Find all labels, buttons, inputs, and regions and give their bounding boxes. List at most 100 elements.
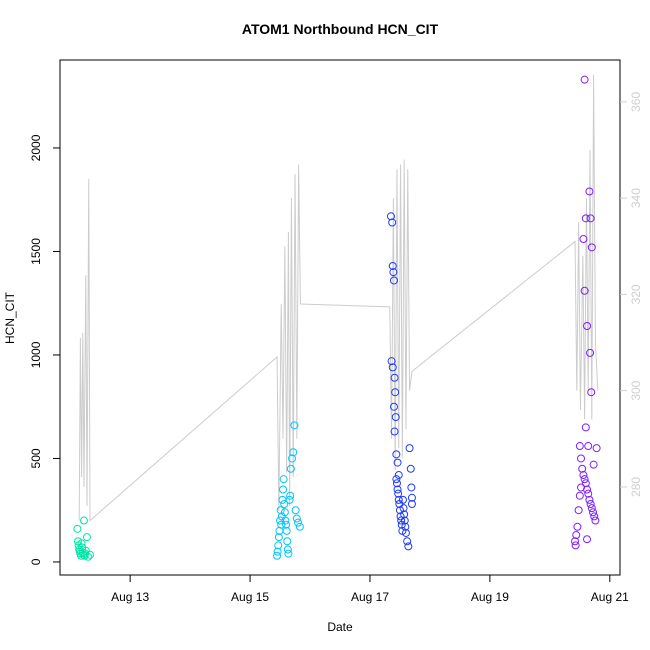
point (589, 460, 598, 469)
point (389, 276, 398, 285)
y-tick-label: 1000 (29, 341, 43, 368)
point (286, 464, 295, 473)
point (587, 243, 596, 252)
y2-tick-label: 340 (629, 188, 643, 208)
point (580, 286, 589, 295)
chart-title: ATOM1 Northbound HCN_CIT (242, 21, 439, 37)
point (393, 458, 402, 467)
point (586, 348, 595, 357)
point (286, 491, 295, 500)
y-tick-label: 0 (29, 558, 43, 565)
point (394, 471, 403, 480)
point (574, 506, 583, 515)
point (277, 520, 286, 529)
point (391, 388, 400, 397)
x-axis-label: Date (327, 620, 353, 634)
point (278, 495, 287, 504)
point (282, 526, 291, 535)
point (575, 491, 584, 500)
point (575, 442, 584, 451)
point (590, 512, 599, 521)
point (276, 506, 285, 515)
point (581, 423, 590, 432)
point (407, 493, 416, 502)
point (282, 520, 291, 529)
point (273, 551, 282, 560)
point (279, 475, 288, 484)
point (292, 514, 301, 523)
point (391, 413, 400, 422)
point (401, 528, 410, 537)
point (388, 363, 397, 372)
point (392, 475, 401, 484)
point (386, 212, 395, 221)
point (585, 495, 594, 504)
point (279, 485, 288, 494)
point (388, 261, 397, 270)
point (281, 516, 290, 525)
point (581, 214, 590, 223)
x-tick-label: Aug 21 (591, 590, 629, 604)
point (584, 489, 593, 498)
point (82, 533, 91, 542)
x-tick-label: Aug 17 (351, 590, 389, 604)
point (294, 518, 303, 527)
plot-box (59, 59, 621, 576)
point (580, 75, 589, 84)
point (577, 483, 586, 492)
y2-tick-label: 300 (629, 380, 643, 400)
point (290, 421, 299, 430)
point (406, 464, 415, 473)
point (403, 537, 412, 546)
point (398, 495, 407, 504)
point (572, 531, 581, 540)
x-tick-label: Aug 15 (231, 590, 269, 604)
point (587, 504, 596, 513)
point (283, 537, 292, 546)
y2-tick-label: 360 (629, 92, 643, 112)
line (78, 74, 599, 522)
point (84, 552, 93, 561)
point (407, 483, 416, 492)
point (579, 471, 588, 480)
y-tick-label: 500 (29, 448, 43, 468)
point (585, 187, 594, 196)
point (583, 535, 592, 544)
point (397, 516, 406, 525)
point (288, 454, 297, 463)
point (291, 506, 300, 515)
point (389, 402, 398, 411)
point (394, 489, 403, 498)
point (394, 495, 403, 504)
point (586, 500, 595, 509)
point (579, 235, 588, 244)
point (73, 524, 82, 533)
point (400, 516, 409, 525)
point (389, 268, 398, 277)
point (392, 479, 401, 488)
point (77, 539, 86, 548)
point (587, 388, 596, 397)
point (589, 508, 598, 517)
point (581, 479, 590, 488)
point (289, 448, 298, 457)
point (591, 516, 600, 525)
point (407, 500, 416, 509)
point (404, 542, 413, 551)
point (571, 541, 580, 550)
point (399, 504, 408, 513)
point (388, 218, 397, 227)
point (274, 533, 283, 542)
y-axis-label: HCN_CIT (3, 291, 17, 344)
point (273, 547, 282, 556)
point (284, 549, 293, 558)
point (387, 357, 396, 366)
point (578, 464, 587, 473)
point (573, 522, 582, 531)
x-tick-label: Aug 13 (111, 590, 149, 604)
y-tick-label: 1500 (29, 238, 43, 265)
point (580, 475, 589, 484)
point (390, 373, 399, 382)
point (392, 450, 401, 459)
